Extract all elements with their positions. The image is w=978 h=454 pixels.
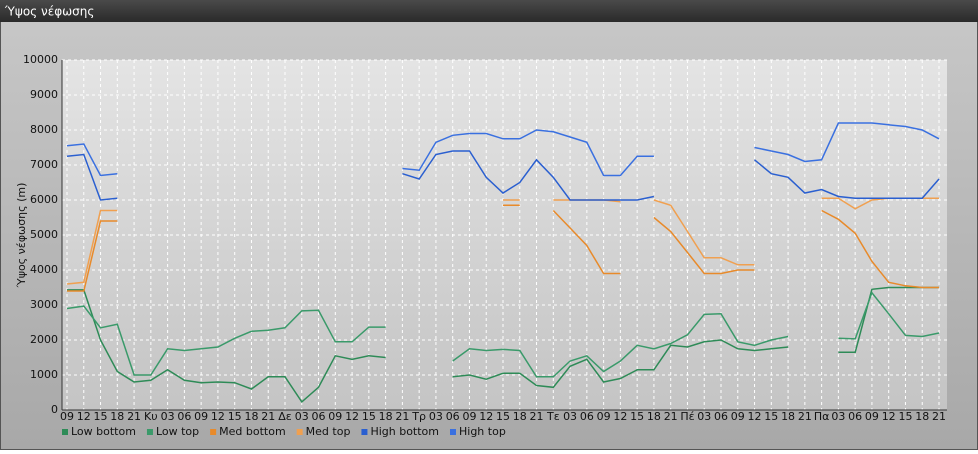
x-tick-label: 21 — [261, 410, 275, 423]
x-tick-label: Πέ — [680, 410, 694, 423]
x-tick-label: Τε — [546, 410, 560, 423]
legend-label: Med bottom — [219, 425, 286, 438]
x-tick-label: 09 — [597, 410, 611, 423]
x-tick-label: 18 — [110, 410, 124, 423]
x-tick-label: 03 — [429, 410, 443, 423]
y-tick-label: 9000 — [30, 88, 58, 101]
x-tick-label: 15 — [94, 410, 108, 423]
x-tick-label: 12 — [613, 410, 627, 423]
legend-swatch — [62, 429, 68, 435]
x-tick-label: 09 — [60, 410, 74, 423]
y-tick-label: 0 — [51, 403, 58, 416]
x-tick-label: 06 — [848, 410, 862, 423]
x-tick-label: 06 — [714, 410, 728, 423]
series-line — [66, 150, 940, 201]
x-tick-label: 12 — [77, 410, 91, 423]
legend-swatch — [296, 429, 303, 435]
x-tick-label: 12 — [479, 410, 493, 423]
x-tick-label: 21 — [530, 410, 544, 423]
x-tick-label: Πα — [814, 410, 830, 423]
x-tick-label: 21 — [395, 410, 409, 423]
x-tick-label: 03 — [563, 410, 577, 423]
legend-label: High bottom — [370, 425, 439, 438]
legend-label: Low top — [156, 425, 199, 438]
y-tick-label: 4000 — [30, 263, 58, 276]
legend-label: Low bottom — [71, 425, 136, 438]
series-line — [66, 291, 940, 378]
x-tick-label: 18 — [915, 410, 929, 423]
x-tick-label: 21 — [664, 410, 678, 423]
x-tick-label: 21 — [798, 410, 812, 423]
x-tick-label: 15 — [764, 410, 778, 423]
x-tick-label: 18 — [513, 410, 527, 423]
x-tick-label: 03 — [295, 410, 309, 423]
legend-label: High top — [459, 425, 506, 438]
x-tick-label: 18 — [647, 410, 661, 423]
legend-swatch — [450, 429, 456, 435]
y-tick-label: 6000 — [30, 193, 58, 206]
x-tick-label: 15 — [228, 410, 242, 423]
x-tick-label: 09 — [462, 410, 476, 423]
x-tick-label: 18 — [781, 410, 795, 423]
x-tick-label: 12 — [882, 410, 896, 423]
x-tick-label: Δε — [278, 410, 292, 423]
x-tick-label: 18 — [379, 410, 393, 423]
x-tick-label: Κυ — [144, 410, 158, 423]
y-tick-label: 5000 — [30, 228, 58, 241]
legend-swatch — [210, 429, 217, 435]
y-tick-label: 1000 — [30, 368, 58, 381]
x-tick-label: 21 — [932, 410, 946, 423]
x-tick-label: 12 — [345, 410, 359, 423]
y-tick-label: 10000 — [23, 53, 58, 66]
x-tick-label: 06 — [580, 410, 594, 423]
x-tick-label: 15 — [630, 410, 644, 423]
x-tick-label: 12 — [748, 410, 762, 423]
y-tick-label: 2000 — [30, 333, 58, 346]
x-tick-label: 15 — [362, 410, 376, 423]
x-tick-label: 21 — [127, 410, 141, 423]
x-tick-label: 09 — [865, 410, 879, 423]
series-line — [67, 204, 939, 292]
x-tick-label: 06 — [446, 410, 460, 423]
x-tick-label: 06 — [312, 410, 326, 423]
x-tick-label: 03 — [697, 410, 711, 423]
x-tick-label: 12 — [211, 410, 225, 423]
legend-swatch — [146, 429, 153, 435]
x-tick-label: 09 — [194, 410, 208, 423]
x-tick-label: 15 — [496, 410, 510, 423]
chart-title: Ύψος νέφωσης — [4, 5, 94, 19]
x-tick-label: 09 — [328, 410, 342, 423]
series-line — [66, 122, 940, 177]
y-tick-label: 7000 — [30, 158, 58, 171]
x-tick-label: 03 — [161, 410, 175, 423]
legend-label: Med top — [306, 425, 351, 438]
legend-swatch — [361, 429, 368, 435]
x-tick-label: Τρ — [411, 410, 426, 423]
title-bar — [0, 0, 978, 22]
y-axis-label: Ύψος νέφωσης (m) — [15, 183, 28, 289]
x-tick-label: 09 — [731, 410, 745, 423]
x-tick-label: 18 — [244, 410, 258, 423]
x-tick-label: 03 — [831, 410, 845, 423]
x-tick-label: 15 — [898, 410, 912, 423]
y-tick-label: 3000 — [30, 298, 58, 311]
plot-area — [62, 60, 947, 410]
x-tick-label: 06 — [177, 410, 191, 423]
y-tick-label: 8000 — [30, 123, 58, 136]
